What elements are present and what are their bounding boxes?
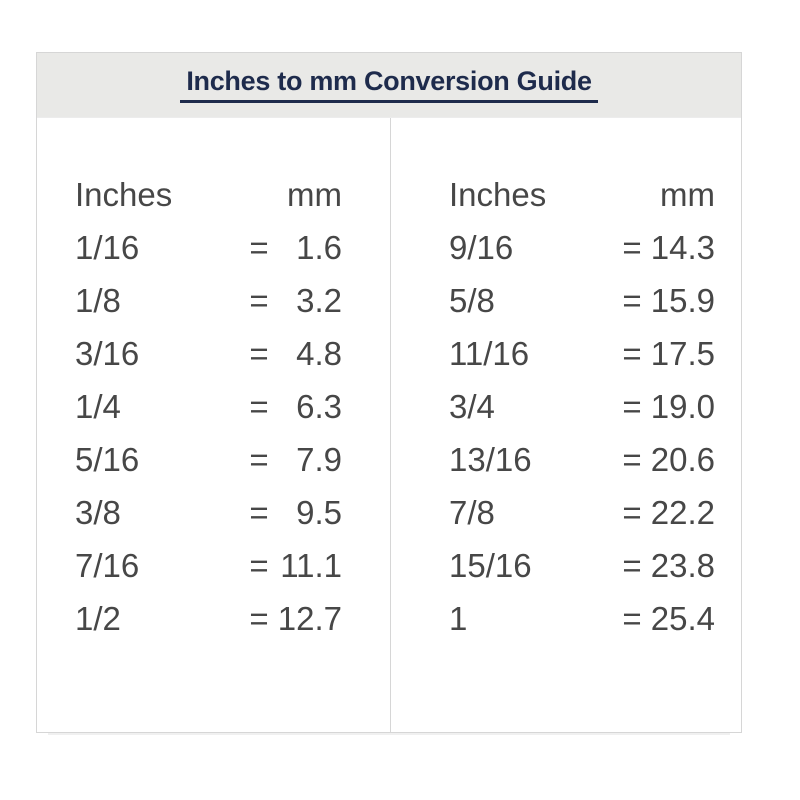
equals-sign: = [622,335,642,372]
row-mm-value: 22.2 [650,494,715,531]
table-row: 3/16 = 4.8 [75,327,342,380]
row-inches-value: 5/8 [449,282,495,319]
row-inches-value: 1/4 [75,388,121,425]
equals-sign: = [249,335,269,372]
equals-sign: = [622,441,642,478]
row-mm-value: 11.1 [280,547,342,584]
table-row: 13/16 = 20.6 [449,433,715,486]
equals-sign: = [249,600,269,637]
table-row: 3/4 = 19.0 [449,380,715,433]
column-header-row: Inches mm [75,168,342,221]
row-mm-value: 12.7 [277,600,342,637]
inches-header: Inches [75,176,173,213]
row-inches-value: 5/16 [75,441,140,478]
row-mm-value: 14.3 [650,229,715,266]
equals-sign: = [622,388,642,425]
table-row: 15/16 = 23.8 [449,539,715,592]
table-row: 5/8 = 15.9 [449,274,715,327]
equals-sign: = [249,547,269,584]
equals-sign: = [249,494,269,531]
table-row: 3/8 = 9.5 [75,486,342,539]
row-inches-value: 3/16 [75,335,140,372]
equals-sign: = [249,388,269,425]
row-mm-value: 19.0 [650,388,715,425]
conversion-guide-box: Inches to mm Conversion Guide Inches mm … [36,52,742,733]
left-column: Inches mm 1/16 = 1.6 1/8 = 3.2 3/16 = 4.… [37,118,390,733]
equals-sign: = [622,547,642,584]
row-inches-value: 11/16 [449,335,530,372]
row-inches-value: 7/8 [449,494,495,531]
table-row: 5/16 = 7.9 [75,433,342,486]
column-header-row: Inches mm [449,168,715,221]
table-row: 1 = 25.4 [449,592,715,645]
row-inches-value: 15/16 [449,547,532,584]
mm-header: mm [287,176,342,213]
row-inches-value: 9/16 [449,229,514,266]
row-inches-value: 1/2 [75,600,121,637]
row-mm-value: 20.6 [650,441,715,478]
inches-header: Inches [449,176,547,213]
table-row: 1/2 = 12.7 [75,592,342,645]
equals-sign: = [249,441,269,478]
row-inches-value: 1/8 [75,282,121,319]
row-mm-value: 7.9 [296,441,342,478]
table-row: 1/8 = 3.2 [75,274,342,327]
mm-header: mm [660,176,715,213]
row-inches-value: 1 [449,600,468,637]
row-inches-value: 3/4 [449,388,495,425]
row-inches-value: 1/16 [75,229,140,266]
equals-sign: = [622,494,642,531]
equals-sign: = [622,229,642,266]
equals-sign: = [249,229,269,266]
right-column: Inches mm 9/16 = 14.3 5/8 = 15.9 11/16 =… [391,118,741,733]
equals-sign: = [622,282,642,319]
equals-sign: = [249,282,269,319]
table-row: 1/4 = 6.3 [75,380,342,433]
column-divider [390,118,391,733]
row-mm-value: 1.6 [296,229,342,266]
row-mm-value: 4.8 [296,335,342,372]
row-mm-value: 9.5 [296,494,342,531]
row-inches-value: 3/8 [75,494,121,531]
row-mm-value: 6.3 [296,388,342,425]
row-inches-value: 13/16 [449,441,532,478]
table-content: Inches mm 1/16 = 1.6 1/8 = 3.2 3/16 = 4.… [37,118,741,733]
equals-sign: = [622,600,642,637]
table-row: 7/16 = 11.1 [75,539,342,592]
row-mm-value: 25.4 [650,600,715,637]
row-mm-value: 23.8 [650,547,715,584]
row-mm-value: 3.2 [296,282,342,319]
row-inches-value: 7/16 [75,547,140,584]
table-row: 7/8 = 22.2 [449,486,715,539]
row-mm-value: 17.5 [650,335,715,372]
row-mm-value: 15.9 [650,282,715,319]
table-row: 1/16 = 1.6 [75,221,342,274]
table-row: 11/16 = 17.5 [449,327,715,380]
title-band: Inches to mm Conversion Guide [37,53,741,118]
page-title: Inches to mm Conversion Guide [180,66,598,103]
table-row: 9/16 = 14.3 [449,221,715,274]
